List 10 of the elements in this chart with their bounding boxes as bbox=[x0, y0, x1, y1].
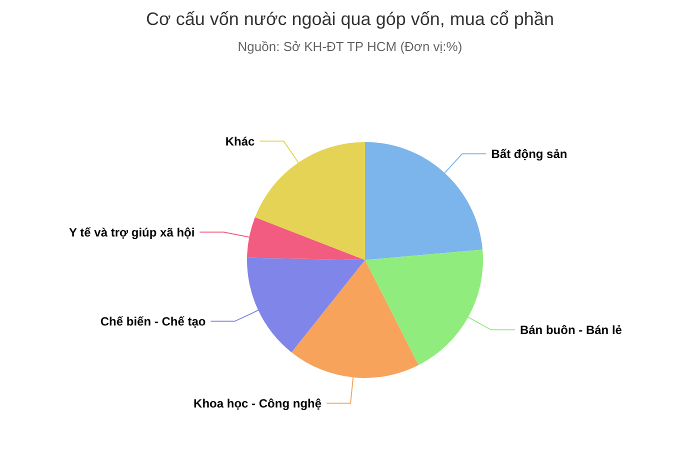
slice-label: Khoa học - Công nghệ bbox=[194, 396, 322, 410]
chart-title: Cơ cấu vốn nước ngoài qua góp vốn, mua cổ phần bbox=[145, 8, 555, 31]
slice-label: Y tế và trợ giúp xã hội bbox=[69, 225, 195, 240]
pie-slice bbox=[365, 142, 483, 260]
slice-label: Khác bbox=[225, 134, 256, 148]
pie-slice bbox=[255, 142, 365, 260]
slice-label: Chế biến - Chế tạo bbox=[100, 314, 206, 329]
slice-label: Bán buôn - Bán lẻ bbox=[520, 322, 622, 337]
slice-label: Bất động sản bbox=[491, 147, 568, 161]
chart-subtitle: Nguồn: Sở KH-ĐT TP HCM (Đơn vị:%) bbox=[236, 38, 464, 56]
